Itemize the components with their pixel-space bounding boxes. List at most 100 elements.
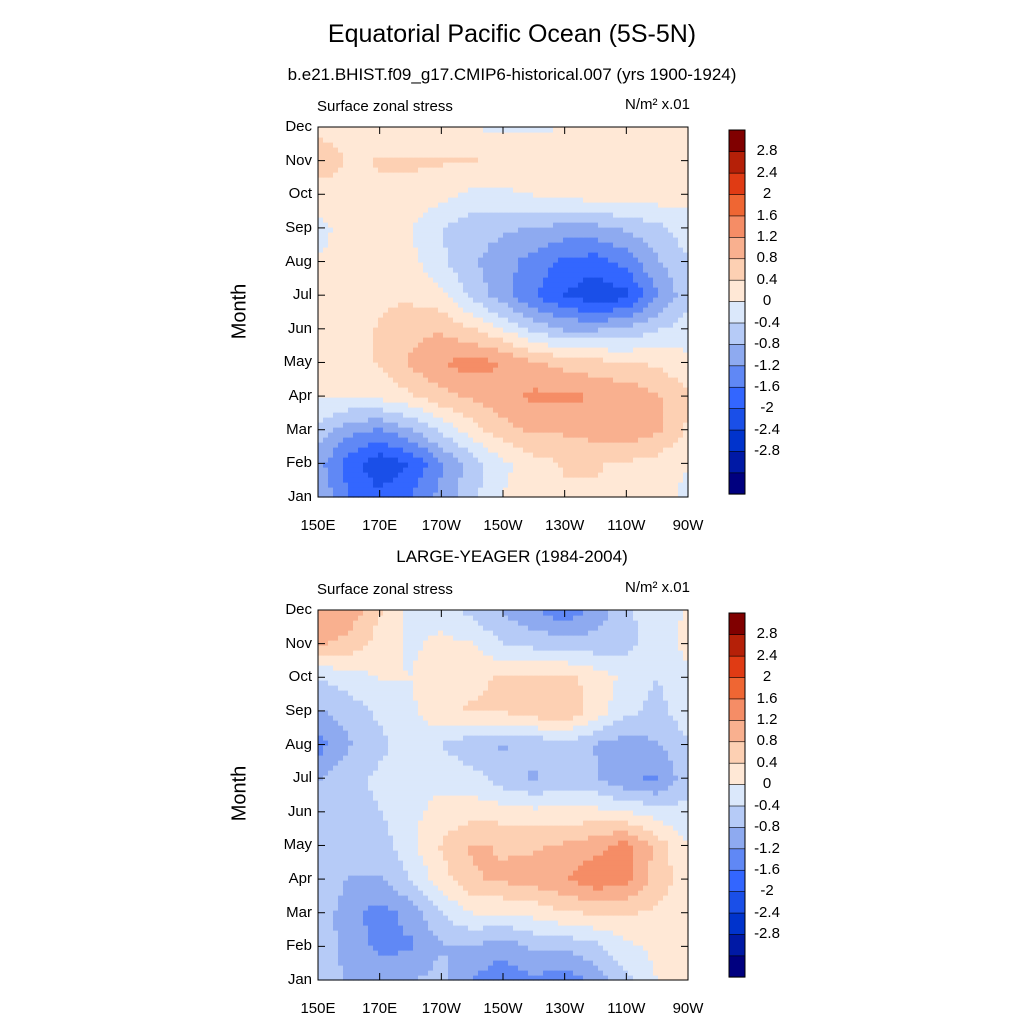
heatmap-cell: [518, 362, 524, 368]
heatmap-cell: [513, 422, 519, 428]
heatmap-cell: [423, 412, 429, 418]
heatmap-cell: [383, 467, 389, 473]
heatmap-cell: [643, 252, 649, 258]
heatmap-cell: [498, 362, 504, 368]
heatmap-cell: [628, 482, 634, 488]
heatmap-cell: [573, 217, 579, 223]
heatmap-cell: [328, 482, 334, 488]
heatmap-cell: [358, 297, 364, 303]
heatmap-cell: [473, 192, 479, 198]
heatmap-cell: [338, 202, 344, 208]
heatmap-cell: [623, 162, 629, 168]
heatmap-cell: [328, 177, 334, 183]
heatmap-cell: [483, 272, 489, 278]
heatmap-cell: [633, 367, 639, 373]
heatmap-cell: [583, 317, 589, 323]
heatmap-cell: [358, 302, 364, 308]
heatmap-cell: [468, 347, 474, 353]
heatmap-cell: [393, 437, 399, 443]
heatmap-cell: [553, 487, 559, 493]
heatmap-cell: [393, 447, 399, 453]
heatmap-cell: [378, 287, 384, 293]
heatmap-cell: [373, 177, 379, 183]
heatmap-cell: [393, 212, 399, 218]
heatmap-cell: [668, 162, 674, 168]
heatmap-cell: [323, 397, 329, 403]
heatmap-cell: [638, 367, 644, 373]
heatmap-cell: [318, 157, 324, 163]
heatmap-cell: [408, 337, 414, 343]
heatmap-cell: [523, 302, 529, 308]
heatmap-cell: [648, 402, 654, 408]
heatmap-cell: [498, 302, 504, 308]
heatmap-cell: [518, 242, 524, 248]
heatmap-cell: [638, 322, 644, 328]
panel-2-title: LARGE-YEAGER (1984-2004): [396, 547, 628, 566]
heatmap-cell: [318, 172, 324, 178]
heatmap-cell: [438, 202, 444, 208]
heatmap-cell: [483, 297, 489, 303]
heatmap-cell: [618, 457, 624, 463]
heatmap-cell: [453, 472, 459, 478]
heatmap-cell: [658, 332, 664, 338]
heatmap-cell: [323, 367, 329, 373]
heatmap-cell: [418, 477, 424, 483]
heatmap-cell: [418, 252, 424, 258]
heatmap-cell: [403, 197, 409, 203]
heatmap-cell: [498, 172, 504, 178]
heatmap-cell: [633, 207, 639, 213]
heatmap-cell: [423, 482, 429, 488]
heatmap-cell: [653, 392, 659, 398]
heatmap-cell: [423, 157, 429, 163]
heatmap-cell: [353, 282, 359, 288]
heatmap-cell: [403, 287, 409, 293]
heatmap-cell: [533, 192, 539, 198]
heatmap-cell: [583, 427, 589, 433]
heatmap-cell: [343, 167, 349, 173]
heatmap-cell: [528, 262, 534, 268]
heatmap-cell: [578, 237, 584, 243]
heatmap-cell: [648, 472, 654, 478]
figure-subtitle: b.e21.BHIST.f09_g17.CMIP6-historical.007…: [287, 65, 737, 84]
heatmap-cell: [623, 192, 629, 198]
heatmap-cell: [573, 447, 579, 453]
heatmap-cell: [403, 257, 409, 263]
heatmap-cell: [393, 217, 399, 223]
heatmap-cell: [593, 182, 599, 188]
heatmap-cell: [483, 172, 489, 178]
heatmap-cell: [448, 317, 454, 323]
heatmap-cell: [473, 407, 479, 413]
heatmap-cell: [648, 277, 654, 283]
heatmap-cell: [453, 452, 459, 458]
heatmap-cell: [393, 352, 399, 358]
heatmap-cell: [343, 232, 349, 238]
heatmap-cell: [418, 432, 424, 438]
heatmap-cell: [453, 172, 459, 178]
heatmap-cell: [473, 452, 479, 458]
heatmap-cell: [558, 197, 564, 203]
heatmap-cell: [603, 322, 609, 328]
heatmap-cell: [623, 197, 629, 203]
heatmap-cell: [323, 297, 329, 303]
heatmap-cell: [458, 357, 464, 363]
heatmap-cell: [683, 187, 689, 193]
heatmap-cell: [368, 312, 374, 318]
heatmap-cell: [353, 442, 359, 448]
heatmap-cell: [663, 447, 669, 453]
heatmap-cell: [528, 242, 534, 248]
heatmap-cell: [683, 437, 689, 443]
heatmap-cell: [578, 252, 584, 258]
heatmap-cell: [463, 447, 469, 453]
heatmap-cell: [588, 297, 594, 303]
heatmap-cell: [323, 462, 329, 468]
heatmap-cell: [543, 347, 549, 353]
heatmap-cell: [673, 397, 679, 403]
heatmap-cell: [668, 317, 674, 323]
heatmap-cell: [493, 257, 499, 263]
heatmap-cell: [338, 262, 344, 268]
heatmap-cell: [423, 477, 429, 483]
heatmap-cell: [463, 417, 469, 423]
heatmap-cell: [653, 457, 659, 463]
heatmap-cell: [613, 182, 619, 188]
heatmap-cell: [388, 337, 394, 343]
